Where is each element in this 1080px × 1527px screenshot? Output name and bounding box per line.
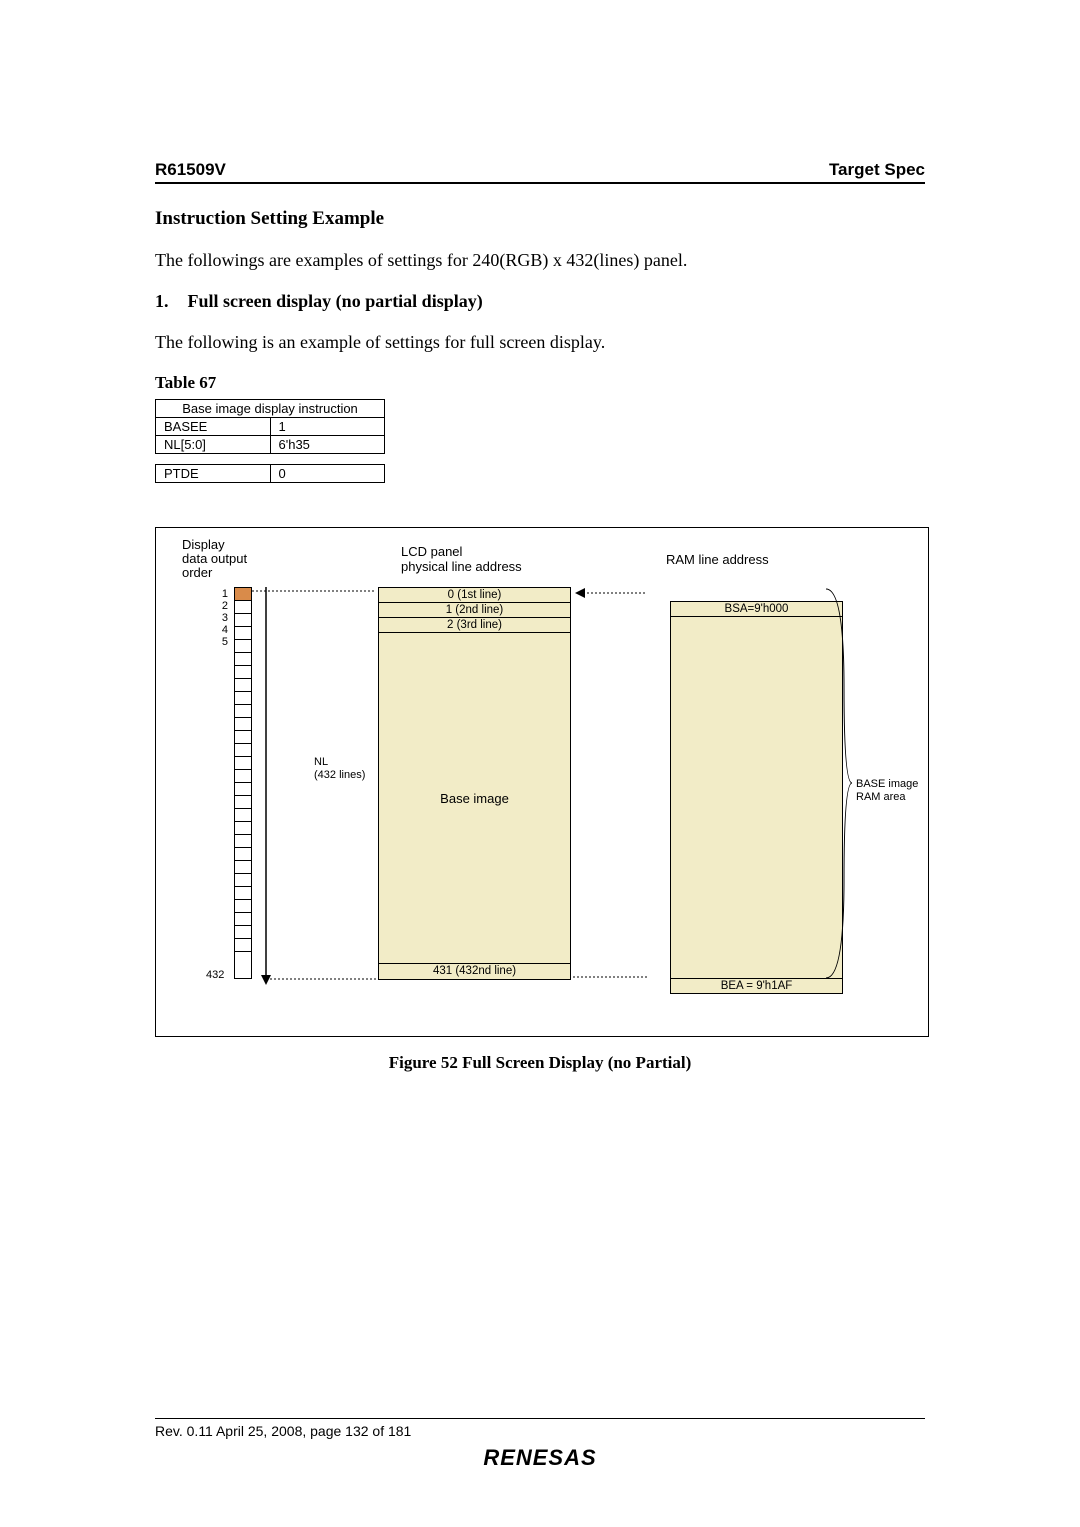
order-n: 5 — [216, 636, 228, 648]
cell: 1 — [270, 418, 385, 436]
lcd-title: LCD panel physical line address — [401, 544, 522, 574]
order-numbers: 1 2 3 4 5 — [216, 588, 228, 648]
figure52-diagram: Display data output order 1 2 3 4 5 — [155, 527, 929, 1037]
base-area-label: BASE image RAM area — [856, 778, 918, 804]
footer-rev: Rev. 0.11 April 25, 2008, page 132 of 18… — [155, 1423, 925, 1439]
ram-bottom: BEA = 9'h1AF — [671, 978, 842, 993]
order-bottom: 432 — [206, 969, 224, 981]
lcd-line: 2 (3rd line) — [379, 618, 570, 633]
table-row: PTDE 0 — [156, 465, 385, 483]
lcd-panel: 0 (1st line) 1 (2nd line) 2 (3rd line) B… — [378, 587, 571, 980]
display-order-label: Display data output order — [182, 538, 247, 580]
table67-main: Base image display instruction BASEE 1 N… — [155, 399, 385, 454]
list-item-1: 1. Full screen display (no partial displ… — [155, 291, 925, 312]
dotted-link-bottom2 — [573, 972, 649, 982]
order-n: 3 — [216, 612, 228, 624]
cell: 6'h35 — [270, 436, 385, 454]
cell: PTDE — [156, 465, 271, 483]
ram-panel: BSA=9'h000 BEA = 9'h1AF — [670, 601, 843, 994]
lcd-bottom: 431 (432nd line) — [379, 963, 570, 978]
header-left: R61509V — [155, 160, 226, 180]
page-header: R61509V Target Spec — [155, 160, 925, 184]
order-n: 1 — [216, 588, 228, 600]
page-footer: Rev. 0.11 April 25, 2008, page 132 of 18… — [155, 1418, 925, 1471]
lcd-line: 1 (2nd line) — [379, 603, 570, 618]
lcd-line: 0 (1st line) — [379, 588, 570, 603]
dotted-link-top — [252, 586, 382, 596]
table67-label: Table 67 — [155, 373, 925, 393]
figure-caption: Figure 52 Full Screen Display (no Partia… — [155, 1053, 925, 1073]
cell: BASEE — [156, 418, 271, 436]
table67-title: Base image display instruction — [156, 400, 385, 418]
section-heading: Instruction Setting Example — [155, 208, 925, 230]
left-arrow-icon — [573, 586, 649, 600]
ladder-left — [234, 587, 252, 979]
down-arrow-icon — [258, 587, 274, 987]
intro-text: The followings are examples of settings … — [155, 250, 925, 271]
ram-top: BSA=9'h000 — [671, 602, 842, 617]
footer-rule — [155, 1418, 925, 1419]
dotted-link-bottom — [266, 974, 382, 984]
cell: NL[5:0] — [156, 436, 271, 454]
brace-icon — [824, 587, 854, 980]
header-right: Target Spec — [829, 160, 925, 180]
lcd-mid: Base image — [379, 633, 570, 963]
list-title: Full screen display (no partial display) — [188, 291, 483, 311]
table-row: BASEE 1 — [156, 418, 385, 436]
cell: 0 — [270, 465, 385, 483]
table-row: NL[5:0] 6'h35 — [156, 436, 385, 454]
item1-text: The following is an example of settings … — [155, 332, 925, 353]
first-tick-marker — [234, 587, 252, 601]
table67-extra: PTDE 0 — [155, 464, 385, 483]
order-n: 4 — [216, 624, 228, 636]
nl-label: NL (432 lines) — [314, 756, 365, 782]
ram-title: RAM line address — [666, 552, 769, 567]
list-num: 1. — [155, 291, 183, 312]
order-n: 2 — [216, 600, 228, 612]
renesas-logo: RENESAS — [155, 1445, 925, 1471]
